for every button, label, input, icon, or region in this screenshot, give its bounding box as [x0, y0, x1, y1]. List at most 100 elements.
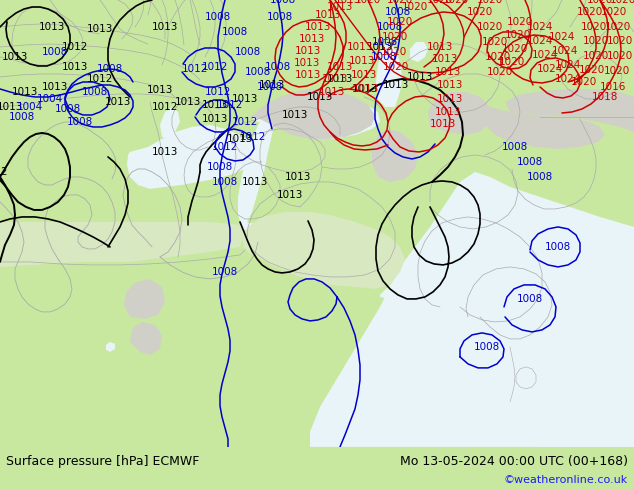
Text: 1012: 1012 [240, 132, 266, 142]
Text: 1013: 1013 [327, 62, 353, 72]
Text: 1020: 1020 [581, 22, 607, 32]
Text: 1012: 1012 [61, 42, 88, 52]
Text: 1016: 1016 [600, 82, 626, 92]
Polygon shape [106, 342, 115, 352]
Text: 1013: 1013 [432, 54, 458, 64]
Text: 1012: 1012 [232, 117, 258, 127]
Text: 1012: 1012 [212, 142, 238, 152]
Text: 1020: 1020 [482, 37, 508, 47]
Text: 1020: 1020 [587, 0, 613, 5]
Text: 1012: 1012 [152, 102, 178, 112]
Text: 1008: 1008 [265, 62, 291, 72]
Text: 1013: 1013 [315, 10, 341, 20]
Text: 1013: 1013 [61, 62, 88, 72]
Text: 1004: 1004 [37, 94, 63, 104]
Text: 1020: 1020 [601, 7, 627, 17]
Text: 1008: 1008 [205, 12, 231, 22]
Text: 1020: 1020 [402, 2, 428, 12]
Text: 1008: 1008 [245, 67, 271, 77]
Text: 1008: 1008 [377, 22, 403, 32]
Text: 1013: 1013 [39, 22, 65, 32]
Polygon shape [250, 95, 380, 139]
Text: 1008: 1008 [474, 342, 500, 352]
Text: 1013: 1013 [327, 74, 353, 84]
Text: 1013: 1013 [175, 97, 201, 107]
Text: 1020: 1020 [477, 22, 503, 32]
Text: 1013: 1013 [12, 87, 38, 97]
Text: 1013: 1013 [232, 94, 258, 104]
Text: 1012: 1012 [182, 64, 208, 74]
Text: 1020: 1020 [355, 0, 381, 5]
Polygon shape [428, 92, 490, 135]
Text: 1013: 1013 [277, 190, 303, 200]
Text: 1018: 1018 [592, 92, 618, 102]
Text: 1020: 1020 [505, 30, 531, 40]
Text: 1020: 1020 [485, 52, 511, 62]
Text: 1013: 1013 [435, 107, 461, 117]
Text: 1008: 1008 [42, 47, 68, 57]
Text: 1020: 1020 [607, 36, 633, 46]
Text: 1020: 1020 [610, 0, 634, 5]
Text: 1020: 1020 [443, 0, 469, 5]
Text: 1024: 1024 [537, 64, 563, 74]
Text: 1013: 1013 [0, 102, 23, 112]
Polygon shape [540, 347, 634, 447]
Polygon shape [198, 125, 242, 179]
Polygon shape [160, 107, 180, 139]
Text: 1008: 1008 [212, 267, 238, 277]
Text: 1013: 1013 [147, 85, 173, 95]
Text: 1013: 1013 [2, 52, 28, 62]
Text: 1008: 1008 [517, 294, 543, 304]
Text: 1020: 1020 [607, 51, 633, 61]
Text: 1008: 1008 [9, 112, 35, 122]
Text: 1008: 1008 [257, 82, 283, 92]
Polygon shape [380, 269, 430, 302]
Text: 1013: 1013 [294, 58, 320, 68]
Text: 1013: 1013 [319, 87, 345, 97]
Text: 1013: 1013 [295, 46, 321, 56]
Text: 1020: 1020 [467, 7, 493, 17]
Text: 1013: 1013 [367, 42, 393, 52]
Text: 1024: 1024 [555, 60, 581, 70]
Polygon shape [124, 279, 165, 319]
Text: 1012: 1012 [205, 87, 231, 97]
Text: 1013: 1013 [152, 147, 178, 157]
Text: 1013: 1013 [437, 80, 463, 90]
Text: 1008: 1008 [372, 37, 398, 47]
Text: 1008: 1008 [527, 172, 553, 182]
Text: 1013: 1013 [295, 70, 321, 80]
Text: 1013: 1013 [437, 94, 463, 104]
Text: 1020: 1020 [579, 65, 605, 75]
Text: 1008: 1008 [517, 157, 543, 167]
Text: 1013: 1013 [305, 22, 331, 32]
Text: 1020: 1020 [387, 0, 413, 5]
Polygon shape [348, 247, 390, 282]
Text: 1020: 1020 [381, 47, 407, 57]
Text: 1020: 1020 [487, 67, 513, 77]
Polygon shape [505, 89, 634, 132]
Text: 1012: 1012 [202, 62, 228, 72]
Polygon shape [130, 322, 162, 355]
Text: 1013: 1013 [353, 84, 379, 94]
Text: 1013: 1013 [349, 56, 375, 66]
Text: 1024: 1024 [549, 32, 575, 42]
Text: 1013: 1013 [242, 177, 268, 187]
Polygon shape [372, 129, 418, 182]
Text: 1008: 1008 [67, 117, 93, 127]
Text: 1024: 1024 [552, 46, 578, 56]
Text: 1008: 1008 [371, 52, 397, 62]
Text: 1013: 1013 [202, 114, 228, 124]
Polygon shape [485, 107, 605, 149]
Text: 1020: 1020 [583, 51, 609, 61]
Text: 1004: 1004 [17, 102, 43, 112]
Text: 1008: 1008 [545, 242, 571, 252]
Text: 1013: 1013 [427, 42, 453, 52]
Text: Surface pressure [hPa] ECMWF: Surface pressure [hPa] ECMWF [6, 455, 199, 468]
Polygon shape [242, 212, 405, 289]
Text: 1008: 1008 [222, 27, 248, 37]
Text: 1013: 1013 [105, 97, 131, 107]
Text: 1013: 1013 [227, 134, 253, 144]
Text: 1024: 1024 [555, 74, 581, 84]
Text: 1020: 1020 [577, 7, 603, 17]
Text: 1008: 1008 [55, 104, 81, 114]
